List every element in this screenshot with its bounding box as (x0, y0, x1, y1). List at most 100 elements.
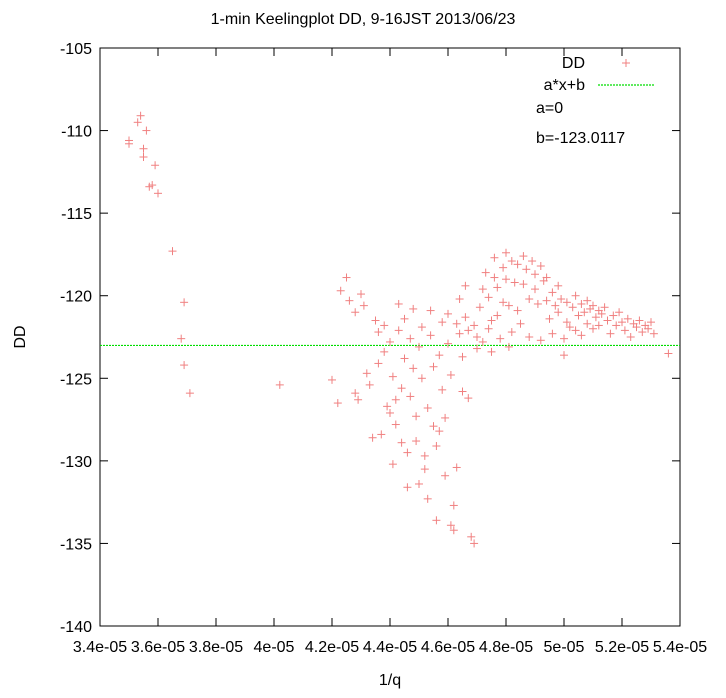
legend-label-dd: DD (562, 55, 585, 72)
data-point (351, 308, 360, 317)
data-point (562, 318, 571, 327)
data-point (623, 314, 632, 323)
y-tick-label: -105 (60, 41, 92, 58)
data-point (484, 324, 493, 333)
data-point (403, 483, 412, 492)
data-point (635, 316, 644, 325)
data-point (342, 273, 351, 282)
data-point (423, 494, 432, 503)
data-point (154, 189, 162, 198)
data-point (554, 308, 563, 317)
data-point (336, 286, 345, 295)
data-point (275, 380, 284, 389)
data-point (400, 314, 409, 323)
data-point (371, 316, 380, 325)
data-point (441, 471, 450, 480)
y-axis-label: DD (12, 325, 29, 348)
data-point (560, 334, 568, 343)
y-tick-label: -110 (61, 124, 92, 141)
data-point (139, 152, 148, 161)
data-point (577, 299, 586, 308)
x-tick-label: 4e-05 (254, 639, 295, 656)
data-point (357, 290, 365, 299)
x-axis-label: 1/q (379, 672, 401, 689)
x-axis-ticks: 3.4e-05 3.6e-05 3.8e-05 4e-05 4.2e-05 4.4e-05… (73, 48, 707, 656)
data-point (417, 323, 426, 332)
data-point (560, 351, 568, 360)
x-tick-label: 3.8e-05 (189, 639, 243, 656)
data-point (420, 451, 429, 460)
data-point (557, 295, 566, 304)
data-point (522, 265, 531, 274)
data-point (151, 161, 160, 170)
data-point (180, 361, 189, 370)
data-point (415, 479, 423, 488)
data-point (554, 281, 563, 290)
data-point (618, 318, 626, 327)
data-point (504, 301, 513, 310)
data-point (542, 273, 551, 282)
data-point (458, 387, 467, 396)
data-point (345, 296, 354, 305)
data-point (481, 268, 490, 277)
data-point (626, 333, 635, 341)
x-tick-label: 4.8e-05 (479, 639, 533, 656)
x-tick-label: 5.4e-05 (653, 639, 707, 656)
data-point (464, 394, 473, 403)
data-point (406, 334, 415, 343)
data-point (455, 329, 464, 338)
data-point (362, 369, 371, 378)
x-tick-label: 5.2e-05 (595, 639, 649, 656)
data-point (333, 399, 342, 408)
data-point (461, 313, 470, 322)
data-point (386, 337, 394, 346)
data-point (664, 349, 673, 358)
data-point (354, 395, 363, 404)
data-point (142, 126, 151, 135)
data-point (609, 311, 618, 320)
data-point (446, 370, 455, 379)
data-point (180, 298, 189, 307)
x-tick-label: 4.2e-05 (305, 639, 359, 656)
data-point (412, 412, 421, 421)
data-point (632, 323, 641, 332)
data-point (446, 521, 455, 530)
data-point (438, 318, 447, 327)
data-point (478, 337, 487, 346)
data-point (583, 319, 592, 328)
data-point (548, 288, 557, 297)
data-point (136, 111, 145, 120)
data-point (403, 448, 412, 457)
data-point (412, 437, 421, 446)
data-point (368, 433, 377, 442)
data-point (435, 351, 444, 360)
data-point (400, 354, 409, 363)
data-point (432, 441, 441, 450)
data-point (177, 334, 186, 343)
data-point (391, 420, 400, 429)
data-point (464, 326, 473, 335)
x-tick-label: 5e-05 (544, 639, 585, 656)
data-point (531, 285, 539, 294)
data-point (603, 316, 612, 325)
data-point (600, 303, 609, 312)
x-tick-label: 4.4e-05 (363, 639, 417, 656)
x-tick-label: 3.4e-05 (73, 639, 127, 656)
data-point (620, 326, 629, 335)
data-point (467, 532, 476, 541)
scatter-points (125, 111, 673, 548)
data-point (470, 539, 479, 548)
data-point (502, 248, 510, 257)
data-point (409, 304, 418, 313)
y-tick-label: -120 (60, 289, 92, 306)
data-point (528, 257, 537, 266)
data-point (185, 389, 194, 398)
data-point (531, 270, 539, 279)
data-point (470, 321, 479, 330)
data-point (429, 362, 438, 371)
data-point (594, 321, 603, 330)
data-point (406, 392, 415, 401)
data-point (493, 311, 502, 320)
data-point (473, 333, 481, 341)
